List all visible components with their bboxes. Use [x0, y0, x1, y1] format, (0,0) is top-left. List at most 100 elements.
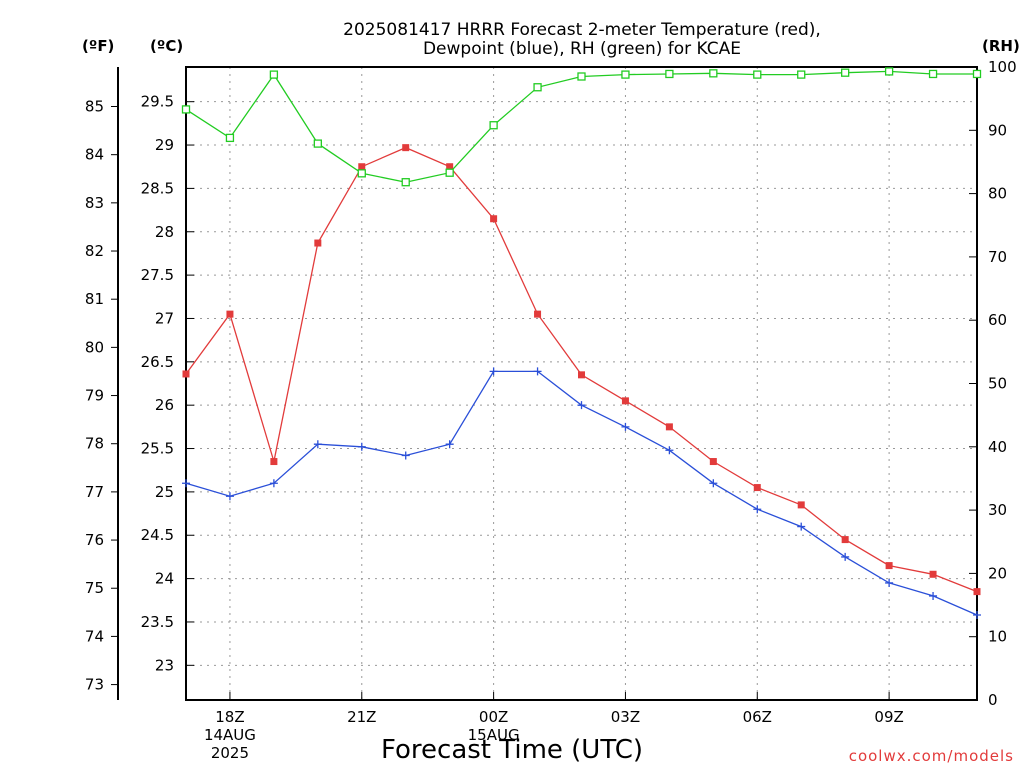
rh-point: [884, 67, 894, 76]
rh-point: [797, 70, 806, 79]
dewpoint-point: [709, 479, 718, 488]
temperature-point: [973, 588, 981, 596]
dewpoint-point: [357, 442, 366, 451]
fahrenheit-tick-label: 83: [85, 194, 104, 212]
temperature-line: [185, 146, 978, 593]
rh-tick-label: 100: [988, 58, 1017, 76]
dewpoint-point: [753, 505, 762, 514]
celsius-tick-label: 23.5: [141, 613, 174, 631]
time-tick-label: 03Z: [611, 708, 640, 726]
temperature-point: [182, 370, 190, 378]
celsius-unit-label: (ºC): [150, 37, 183, 55]
celsius-tick-label: 26.5: [141, 353, 174, 371]
temperature-point: [314, 239, 322, 247]
celsius-tick-label: 29: [155, 136, 174, 154]
rh-tick-label: 70: [988, 248, 1007, 266]
rh-point: [709, 69, 718, 78]
celsius-tick-label: 24: [155, 570, 174, 588]
temperature-point: [446, 163, 454, 171]
rh-point: [577, 72, 586, 81]
chart-title-line-2: Dewpoint (blue), RH (green) for KCAE: [423, 39, 741, 59]
rh-point: [972, 69, 982, 79]
fahrenheit-unit-label: (ºF): [82, 37, 114, 55]
dewpoint-point: [665, 446, 674, 455]
chart-title-line-1: 2025081417 HRRR Forecast 2-meter Tempera…: [343, 20, 821, 40]
fahrenheit-tick-label: 84: [85, 146, 104, 164]
x-axis-title: Forecast Time (UTC): [381, 735, 643, 765]
temperature-point: [226, 310, 234, 318]
temperature-point: [665, 423, 673, 431]
rh-point: [181, 105, 191, 114]
series-layer: [181, 67, 982, 620]
rh-point: [269, 70, 279, 79]
temperature-point: [358, 163, 366, 171]
temperature-point: [270, 458, 278, 466]
celsius-tick-label: 26: [155, 396, 174, 414]
fahrenheit-tick-label: 85: [85, 98, 104, 116]
temperature-point: [578, 371, 585, 379]
chart-title: 2025081417 HRRR Forecast 2-meter Tempera…: [343, 20, 821, 59]
dewpoint-point: [182, 479, 190, 488]
series-rh: [181, 67, 982, 187]
fahrenheit-tick-label: 76: [85, 531, 104, 549]
source-credit: coolwx.com/models: [849, 747, 1014, 765]
celsius-tick-label: 29.5: [141, 93, 174, 111]
time-tick-label: 14AUG: [204, 726, 256, 744]
fahrenheit-tick-label: 81: [85, 290, 104, 308]
rh-tick-label: 90: [988, 121, 1007, 139]
time-tick-label: 2025: [211, 744, 249, 762]
temperature-point: [929, 570, 937, 578]
celsius-axis: 23 23.5 24 24.5 25 25.5 26 26.5 27 27.5 28 28.5 29 29…: [141, 93, 194, 674]
time-tick-label: 06Z: [743, 708, 772, 726]
series-temperature: [182, 144, 981, 596]
fahrenheit-tick-label: 79: [85, 387, 104, 405]
dewpoint-point: [797, 522, 806, 531]
fahrenheit-axis: 73 74 75 76 77 78 79 80 81 82 83 84 85: [85, 98, 118, 694]
dewpoint-point: [533, 367, 542, 376]
dewpoint-point: [885, 578, 894, 587]
celsius-tick-label: 28: [155, 223, 174, 241]
rh-point: [621, 70, 630, 79]
fahrenheit-tick-label: 73: [85, 676, 104, 694]
celsius-tick-label: 24.5: [141, 526, 174, 544]
rh-point: [753, 70, 762, 79]
fahrenheit-tick-label: 82: [85, 242, 104, 260]
rh-point: [445, 168, 454, 177]
rh-tick-label: 50: [988, 375, 1007, 393]
celsius-tick-label: 28.5: [141, 179, 174, 197]
rh-tick-label: 0: [988, 691, 998, 709]
fahrenheit-tick-label: 80: [85, 338, 104, 356]
dewpoint-point: [621, 422, 630, 431]
celsius-tick-label: 23: [155, 656, 174, 674]
celsius-tick-label: 27: [155, 309, 174, 327]
dewpoint-point: [445, 440, 454, 449]
plot-frame: [185, 66, 978, 701]
rh-tick-label: 30: [988, 501, 1007, 519]
rh-point: [357, 169, 366, 178]
temperature-point: [490, 215, 498, 223]
rh-tick-label: 20: [988, 564, 1007, 582]
fahrenheit-tick-label: 78: [85, 435, 104, 453]
rh-point: [665, 69, 674, 79]
celsius-tick-label: 27.5: [141, 266, 174, 284]
dewpoint-point: [313, 440, 322, 449]
fahrenheit-tick-label: 75: [85, 579, 104, 597]
celsius-tick-label: 25.5: [141, 440, 174, 458]
temperature-point: [885, 562, 893, 570]
time-tick-label: 00Z: [479, 708, 508, 726]
time-tick-label: 18Z: [215, 708, 244, 726]
rh-point: [313, 139, 322, 148]
temperature-point: [753, 484, 761, 492]
rh-tick-label: 60: [988, 311, 1007, 329]
time-tick-label: 09Z: [874, 708, 903, 726]
rh-point: [928, 69, 938, 79]
rh-point: [841, 68, 850, 77]
dewpoint-point: [577, 401, 586, 410]
dewpoint-point: [269, 479, 278, 488]
rh-point: [401, 178, 410, 187]
rh-axis: 0 10 20 30 40 50 60 70 80 90 100: [969, 58, 1017, 709]
dewpoint-point: [841, 552, 850, 561]
